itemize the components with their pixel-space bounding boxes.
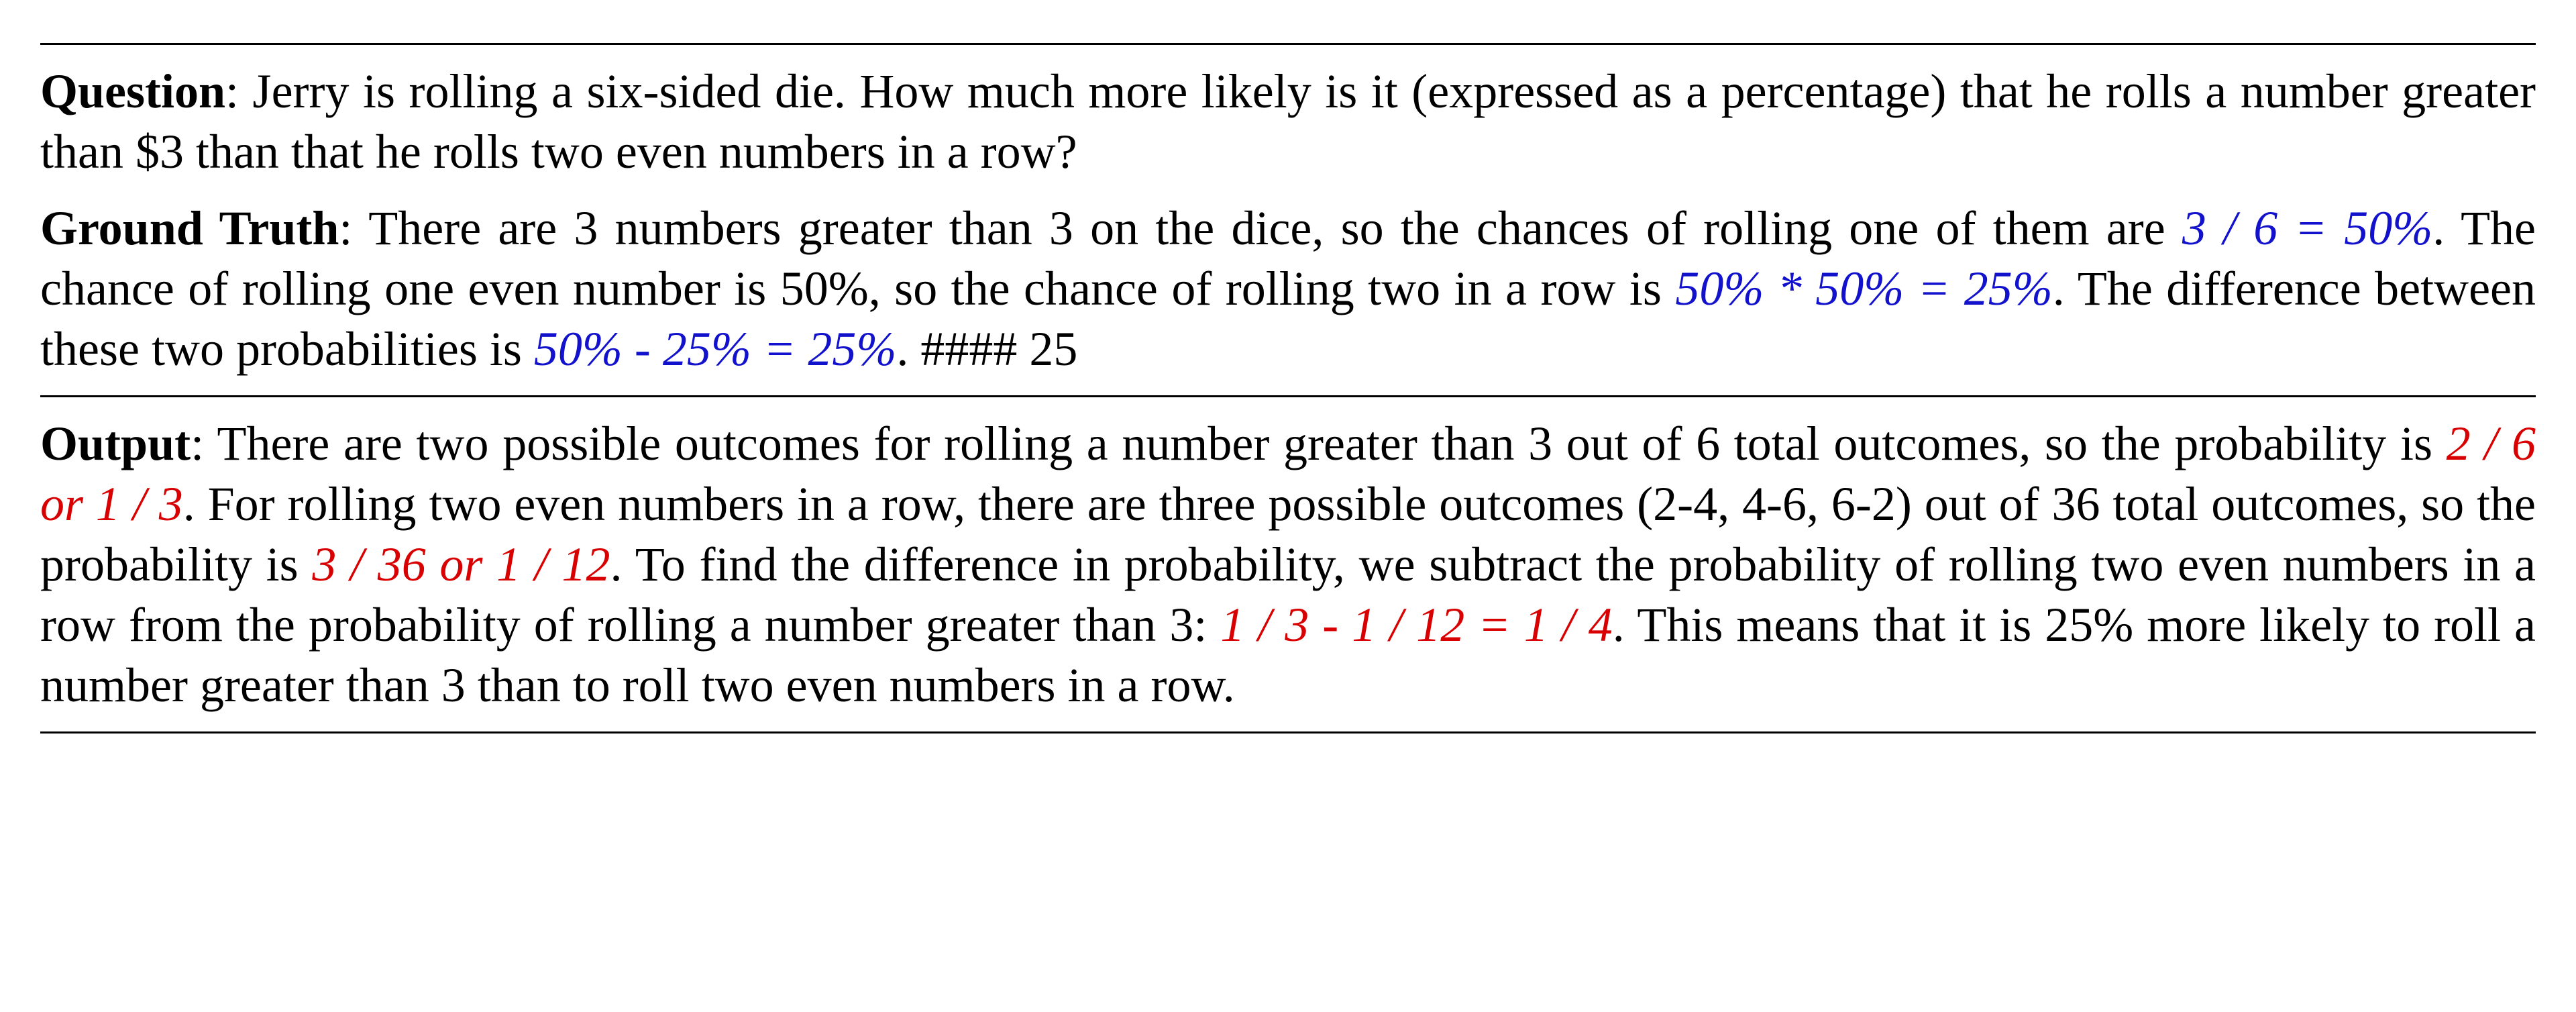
rule-top [40, 43, 2536, 45]
ground-truth-label: Ground Truth [40, 201, 339, 255]
plain-span: . #### 25 [896, 322, 1077, 376]
question-text: : Jerry is rolling a six-sided die. How … [40, 64, 2536, 179]
ground-truth-block: Ground Truth: There are 3 numbers greate… [40, 198, 2536, 379]
wrong-span: 1 / 3 - 1 / 12 = 1 / 4 [1220, 598, 1612, 652]
correct-span: 3 / 6 = 50% [2182, 201, 2432, 255]
figure-table: Question: Jerry is rolling a six-sided d… [0, 0, 2576, 776]
plain-span: : There are two possible outcomes for ro… [191, 417, 2447, 470]
wrong-span: 3 / 36 or 1 / 12 [312, 538, 610, 591]
output-label: Output [40, 417, 191, 470]
question-block: Question: Jerry is rolling a six-sided d… [40, 61, 2536, 182]
question-label: Question [40, 64, 225, 118]
output-segments: : There are two possible outcomes for ro… [40, 417, 2536, 712]
plain-span: : There are 3 numbers greater than 3 on … [339, 201, 2182, 255]
ground-truth-segments: : There are 3 numbers greater than 3 on … [40, 201, 2536, 376]
correct-span: 50% * 50% = 25% [1675, 262, 2052, 315]
rule-bottom [40, 731, 2536, 733]
correct-span: 50% - 25% = 25% [534, 322, 897, 376]
output-block: Output: There are two possible outcomes … [40, 413, 2536, 715]
rule-mid [40, 395, 2536, 397]
